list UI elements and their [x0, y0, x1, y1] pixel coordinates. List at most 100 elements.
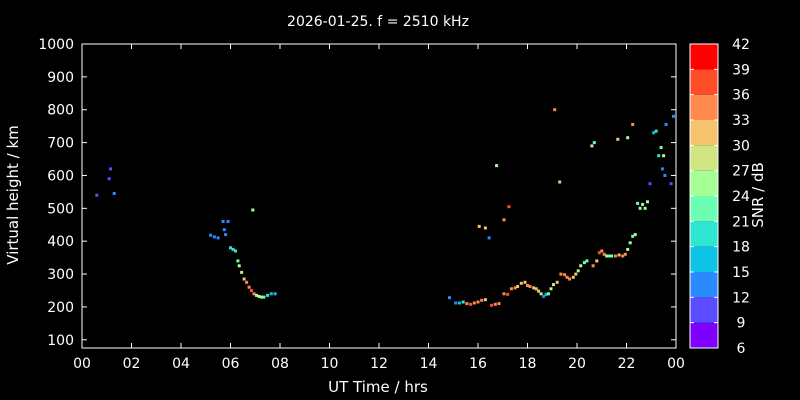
data-point: [555, 280, 559, 284]
data-point: [613, 254, 617, 258]
data-point: [539, 292, 543, 296]
data-point: [266, 293, 270, 297]
data-point: [568, 277, 572, 281]
data-point: [212, 235, 216, 239]
data-point: [547, 292, 550, 296]
data-point: [502, 218, 506, 222]
data-point: [626, 136, 630, 140]
y-tick-label: 200: [47, 300, 74, 316]
y-tick-label: 400: [47, 234, 74, 250]
colorbar-band: [690, 120, 718, 146]
data-point: [664, 123, 668, 126]
plot-border: [81, 43, 677, 349]
colorbar-band: [690, 196, 718, 222]
data-point: [669, 182, 673, 186]
data-point: [602, 252, 606, 256]
data-point: [628, 241, 632, 245]
data-point: [109, 167, 112, 171]
data-point: [641, 202, 645, 206]
x-tick-label: 00: [73, 356, 91, 372]
data-point: [236, 259, 240, 263]
x-tick-label: 18: [519, 356, 537, 372]
y-tick-label: 300: [47, 267, 74, 283]
data-point: [221, 220, 225, 223]
data-point: [480, 298, 484, 302]
colorbar-tick-label: 6: [737, 341, 746, 357]
data-point: [245, 280, 249, 284]
snr-colorbar: 42 39 36 33 30 27 24 21 18 15 12 9 6: [689, 37, 750, 357]
colorbar-tick-label: 30: [732, 138, 750, 154]
x-tick-label: 20: [568, 356, 586, 372]
data-point: [487, 236, 491, 240]
colorbar-band: [690, 170, 718, 196]
colorbar-tick-label: 42: [732, 37, 750, 53]
colorbar-band: [690, 145, 718, 171]
data-point: [216, 236, 220, 240]
data-point: [252, 292, 256, 296]
data-point: [648, 182, 652, 186]
data-point: [469, 302, 473, 306]
x-tick-label: 14: [420, 356, 438, 372]
colorbar-tick-label: 18: [732, 240, 750, 256]
data-point: [532, 286, 536, 290]
data-point: [672, 114, 675, 118]
data-point: [585, 259, 589, 263]
data-point: [495, 164, 499, 168]
x-tick-label: 10: [321, 356, 339, 372]
data-point: [507, 205, 511, 209]
colorbar-band: [690, 69, 718, 95]
data-point: [638, 206, 642, 210]
data-point: [493, 302, 497, 306]
data-point: [448, 296, 451, 300]
data-point: [659, 146, 663, 149]
x-tick-label: 02: [123, 356, 141, 372]
data-point: [542, 294, 546, 298]
data-point: [242, 277, 246, 281]
data-point: [465, 302, 469, 306]
data-point: [631, 234, 635, 238]
colorbar-tick-label: 36: [732, 88, 750, 104]
x-tick-label: 16: [469, 356, 487, 372]
data-point: [559, 272, 563, 276]
data-point: [509, 287, 513, 291]
x-tick-label: 08: [271, 356, 289, 372]
data-point: [544, 292, 548, 296]
data-point: [476, 300, 480, 304]
data-point: [582, 261, 586, 265]
y-tick-label: 800: [47, 103, 74, 119]
y-axis: 100 200 300 400 500 600 700 800 900 1000: [38, 37, 676, 349]
data-point: [513, 286, 517, 290]
data-point: [472, 301, 476, 305]
chart-title: 2026-01-25. f = 2510 kHz: [287, 14, 469, 30]
y-tick-label: 500: [47, 201, 74, 217]
plot-area: [81, 43, 677, 349]
data-point: [626, 247, 630, 251]
data-point: [255, 293, 258, 297]
data-point: [526, 284, 529, 288]
data-point: [490, 303, 494, 307]
data-point: [563, 273, 567, 277]
x-axis-label: UT Time / hrs: [328, 378, 428, 396]
colorbar-tick-label: 33: [732, 113, 750, 129]
data-point: [595, 259, 599, 263]
data-point: [257, 294, 261, 298]
data-point: [224, 233, 228, 237]
data-point: [516, 285, 520, 288]
data-point: [250, 289, 253, 292]
data-point: [240, 270, 244, 274]
data-point: [579, 264, 583, 268]
y-tick-label: 100: [47, 333, 74, 349]
colorbar-tick-label: 39: [732, 62, 750, 78]
data-point: [229, 246, 232, 250]
colorbar-tick-label: 27: [732, 164, 750, 180]
colorbar-tick-label: 9: [737, 316, 746, 332]
data-point: [534, 287, 538, 291]
data-point: [607, 254, 611, 258]
data-point: [107, 177, 111, 181]
colorbar-tick-label: 12: [732, 290, 750, 306]
data-point: [231, 247, 235, 251]
y-tick-label: 1000: [38, 37, 74, 53]
data-point: [477, 224, 481, 228]
data-point: [631, 123, 635, 126]
